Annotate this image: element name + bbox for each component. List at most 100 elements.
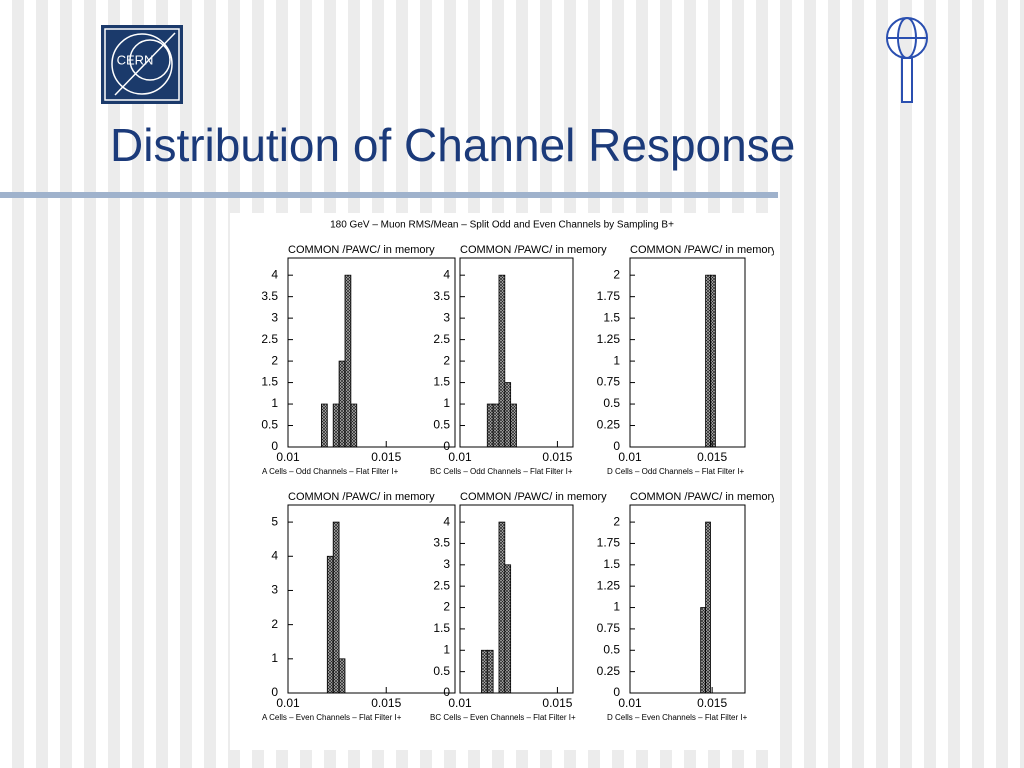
y-tick-label: 2	[271, 353, 278, 367]
bar	[486, 649, 494, 694]
panel-title: COMMON /PAWC/ in memory	[630, 244, 777, 256]
plot-frame	[459, 504, 574, 694]
y-tick-label: 0.75	[597, 375, 621, 389]
bar	[492, 403, 500, 448]
panel: COMMON /PAWC/ in memory D Cells – Odd Cha…	[597, 244, 777, 476]
y-tick-label: 1.25	[597, 332, 621, 346]
bar	[504, 382, 512, 448]
y-tick-label: 1	[613, 353, 620, 367]
panel: COMMON /PAWC/ in memory A Cells – Odd Cha…	[261, 244, 456, 476]
panel: COMMON /PAWC/ in memory A Cells – Even Ch…	[262, 491, 456, 722]
y-tick-label: 1.5	[603, 310, 620, 324]
x-tick-label: 0.01	[448, 450, 472, 464]
panel-title: COMMON /PAWC/ in memory	[630, 491, 777, 503]
y-tick-label: 0.5	[433, 418, 450, 432]
y-tick-label: 1.25	[597, 578, 621, 592]
y-tick-label: 0	[613, 685, 620, 699]
x-tick-label: 0.015	[542, 450, 572, 464]
slide-title: Distribution of Channel Response	[110, 119, 796, 171]
y-tick-label: 3	[443, 557, 450, 571]
bar	[344, 274, 352, 448]
y-tick-label: 4	[271, 267, 278, 281]
bar	[332, 521, 340, 694]
x-tick-label: 0.01	[448, 696, 472, 710]
bar	[498, 521, 506, 694]
y-tick-label: 1.5	[603, 557, 620, 571]
y-tick-label: 1.5	[433, 621, 450, 635]
bar	[504, 564, 512, 694]
panel-title: COMMON /PAWC/ in memory	[288, 244, 435, 256]
x-axis-label: BC Cells – Even Channels – Flat Filter I…	[430, 713, 576, 722]
x-tick-label: 0.015	[697, 450, 727, 464]
y-tick-label: 2.5	[261, 332, 278, 346]
bar	[705, 274, 711, 448]
x-tick-label: 0.015	[697, 696, 727, 710]
panel: COMMON /PAWC/ in memory BC Cells – Even C…	[430, 491, 607, 722]
x-tick-label: 0.01	[276, 450, 300, 464]
plot-frame	[629, 257, 746, 448]
y-tick-label: 3	[271, 310, 278, 324]
bar	[481, 649, 488, 694]
y-tick-label: 0.25	[597, 418, 621, 432]
bar	[350, 403, 358, 448]
bar	[332, 403, 340, 448]
x-tick-label: 0.015	[542, 696, 572, 710]
bar	[338, 658, 346, 694]
logo-text: CERN	[117, 52, 154, 67]
y-tick-label: 3	[443, 310, 450, 324]
y-tick-label: 0.5	[261, 418, 278, 432]
x-tick-label: 0.01	[276, 696, 300, 710]
y-tick-label: 1	[443, 396, 450, 410]
bar	[320, 403, 328, 448]
y-tick-label: 0	[271, 439, 278, 453]
bar	[326, 555, 334, 694]
y-tick-label: 2	[613, 514, 620, 528]
y-tick-label: 2.5	[433, 578, 450, 592]
plot-frame	[287, 504, 456, 694]
x-axis-label: D Cells – Even Channels – Flat Filter I+	[607, 713, 748, 722]
y-tick-label: 3.5	[261, 289, 278, 303]
y-tick-label: 4	[443, 267, 450, 281]
y-tick-label: 1.75	[597, 536, 621, 550]
y-tick-label: 0	[613, 439, 620, 453]
bar	[700, 607, 706, 694]
bar	[338, 360, 346, 448]
y-tick-label: 2	[443, 600, 450, 614]
x-tick-label: 0.015	[371, 696, 401, 710]
y-tick-label: 3.5	[433, 289, 450, 303]
x-axis-label: A Cells – Odd Channels – Flat Filter I+	[262, 467, 399, 476]
y-tick-label: 1	[271, 396, 278, 410]
y-tick-label: 1	[613, 600, 620, 614]
y-tick-label: 2	[613, 267, 620, 281]
panel: COMMON /PAWC/ in memory D Cells – Even Ch…	[597, 491, 777, 722]
figure-title: 180 GeV – Muon RMS/Mean – Split Odd and …	[330, 220, 674, 231]
y-tick-label: 0.5	[603, 396, 620, 410]
y-tick-label: 1.75	[597, 289, 621, 303]
y-tick-label: 1.5	[261, 375, 278, 389]
plot-frame	[287, 257, 456, 448]
y-tick-label: 2.5	[433, 332, 450, 346]
y-tick-label: 4	[443, 514, 450, 528]
plot-frame	[629, 504, 746, 694]
y-tick-label: 3	[271, 583, 278, 597]
bar	[705, 521, 711, 694]
panel: COMMON /PAWC/ in memory BC Cells – Odd Ch…	[430, 244, 607, 476]
y-tick-label: 1	[271, 651, 278, 665]
bar	[486, 403, 494, 448]
y-tick-label: 4	[271, 548, 278, 562]
x-axis-label: D Cells – Odd Channels – Flat Filter I+	[607, 467, 744, 476]
x-axis-label: BC Cells – Odd Channels – Flat Filter I+	[430, 467, 573, 476]
atlas-logo	[886, 17, 928, 103]
x-tick-label: 0.01	[618, 450, 642, 464]
y-tick-label: 2	[443, 353, 450, 367]
y-tick-label: 1	[443, 642, 450, 656]
panel-title: COMMON /PAWC/ in memory	[460, 244, 607, 256]
title-rule	[0, 192, 778, 198]
y-tick-label: 0.75	[597, 621, 621, 635]
x-axis-label: A Cells – Even Channels – Flat Filter I+	[262, 713, 402, 722]
cern-logo: CERN	[101, 25, 183, 104]
panel-title: COMMON /PAWC/ in memory	[288, 491, 435, 503]
y-tick-label: 0	[443, 685, 450, 699]
